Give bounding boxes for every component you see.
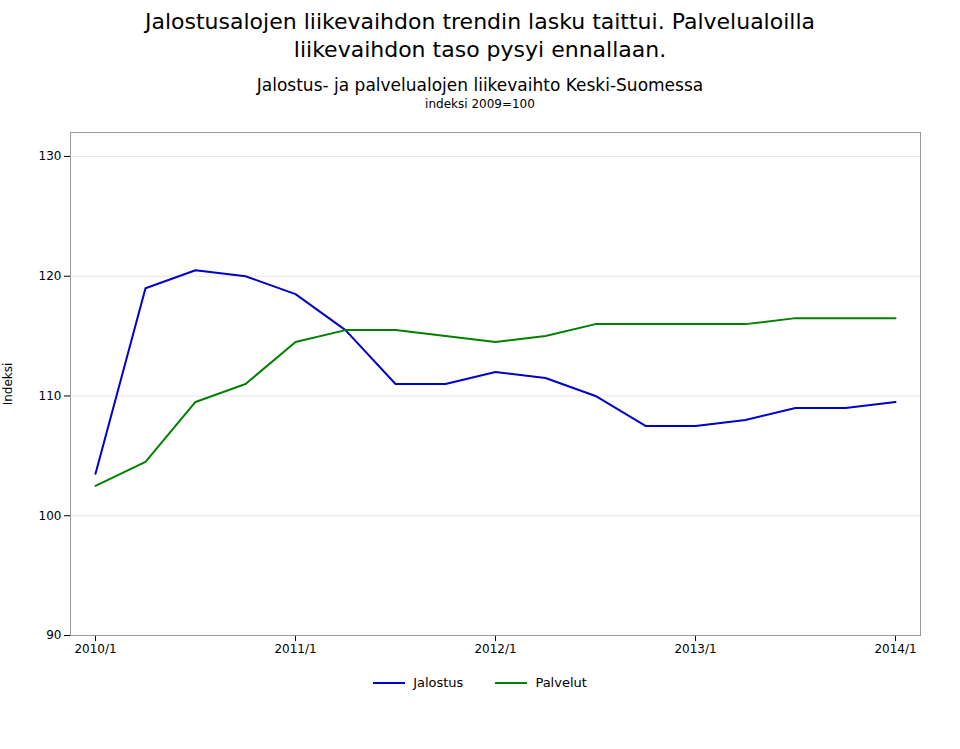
svg-text:90: 90 [46, 628, 61, 642]
svg-text:100: 100 [39, 509, 62, 523]
svg-text:2012/1: 2012/1 [474, 642, 516, 656]
svg-text:2014/1: 2014/1 [874, 642, 916, 656]
html-text:liikevaihdon taso pysyi ennall: liikevaihdon taso pysyi ennallaan. [293, 37, 667, 62]
svg-text:2011/1: 2011/1 [274, 642, 316, 656]
html-text:Jalostus- ja palvelualojen lii: Jalostus- ja palvelualojen liikevaihto K… [256, 75, 704, 95]
svg-text:110: 110 [39, 389, 62, 403]
html-text:indeksi 2009=100: indeksi 2009=100 [425, 97, 535, 111]
svg-text:2013/1: 2013/1 [674, 642, 716, 656]
svg-text:2010/1: 2010/1 [74, 642, 116, 656]
svg-text:120: 120 [39, 269, 62, 283]
html-text:Palvelut: Palvelut [535, 675, 587, 690]
html-text:Jalostus: Jalostus [413, 675, 464, 690]
svg-text:130: 130 [39, 149, 62, 163]
svg-text:Indeksi: Indeksi [1, 363, 15, 406]
html-text:Jalostusalojen liikevaihdon tr: Jalostusalojen liikevaihdon trendin lask… [145, 9, 815, 34]
